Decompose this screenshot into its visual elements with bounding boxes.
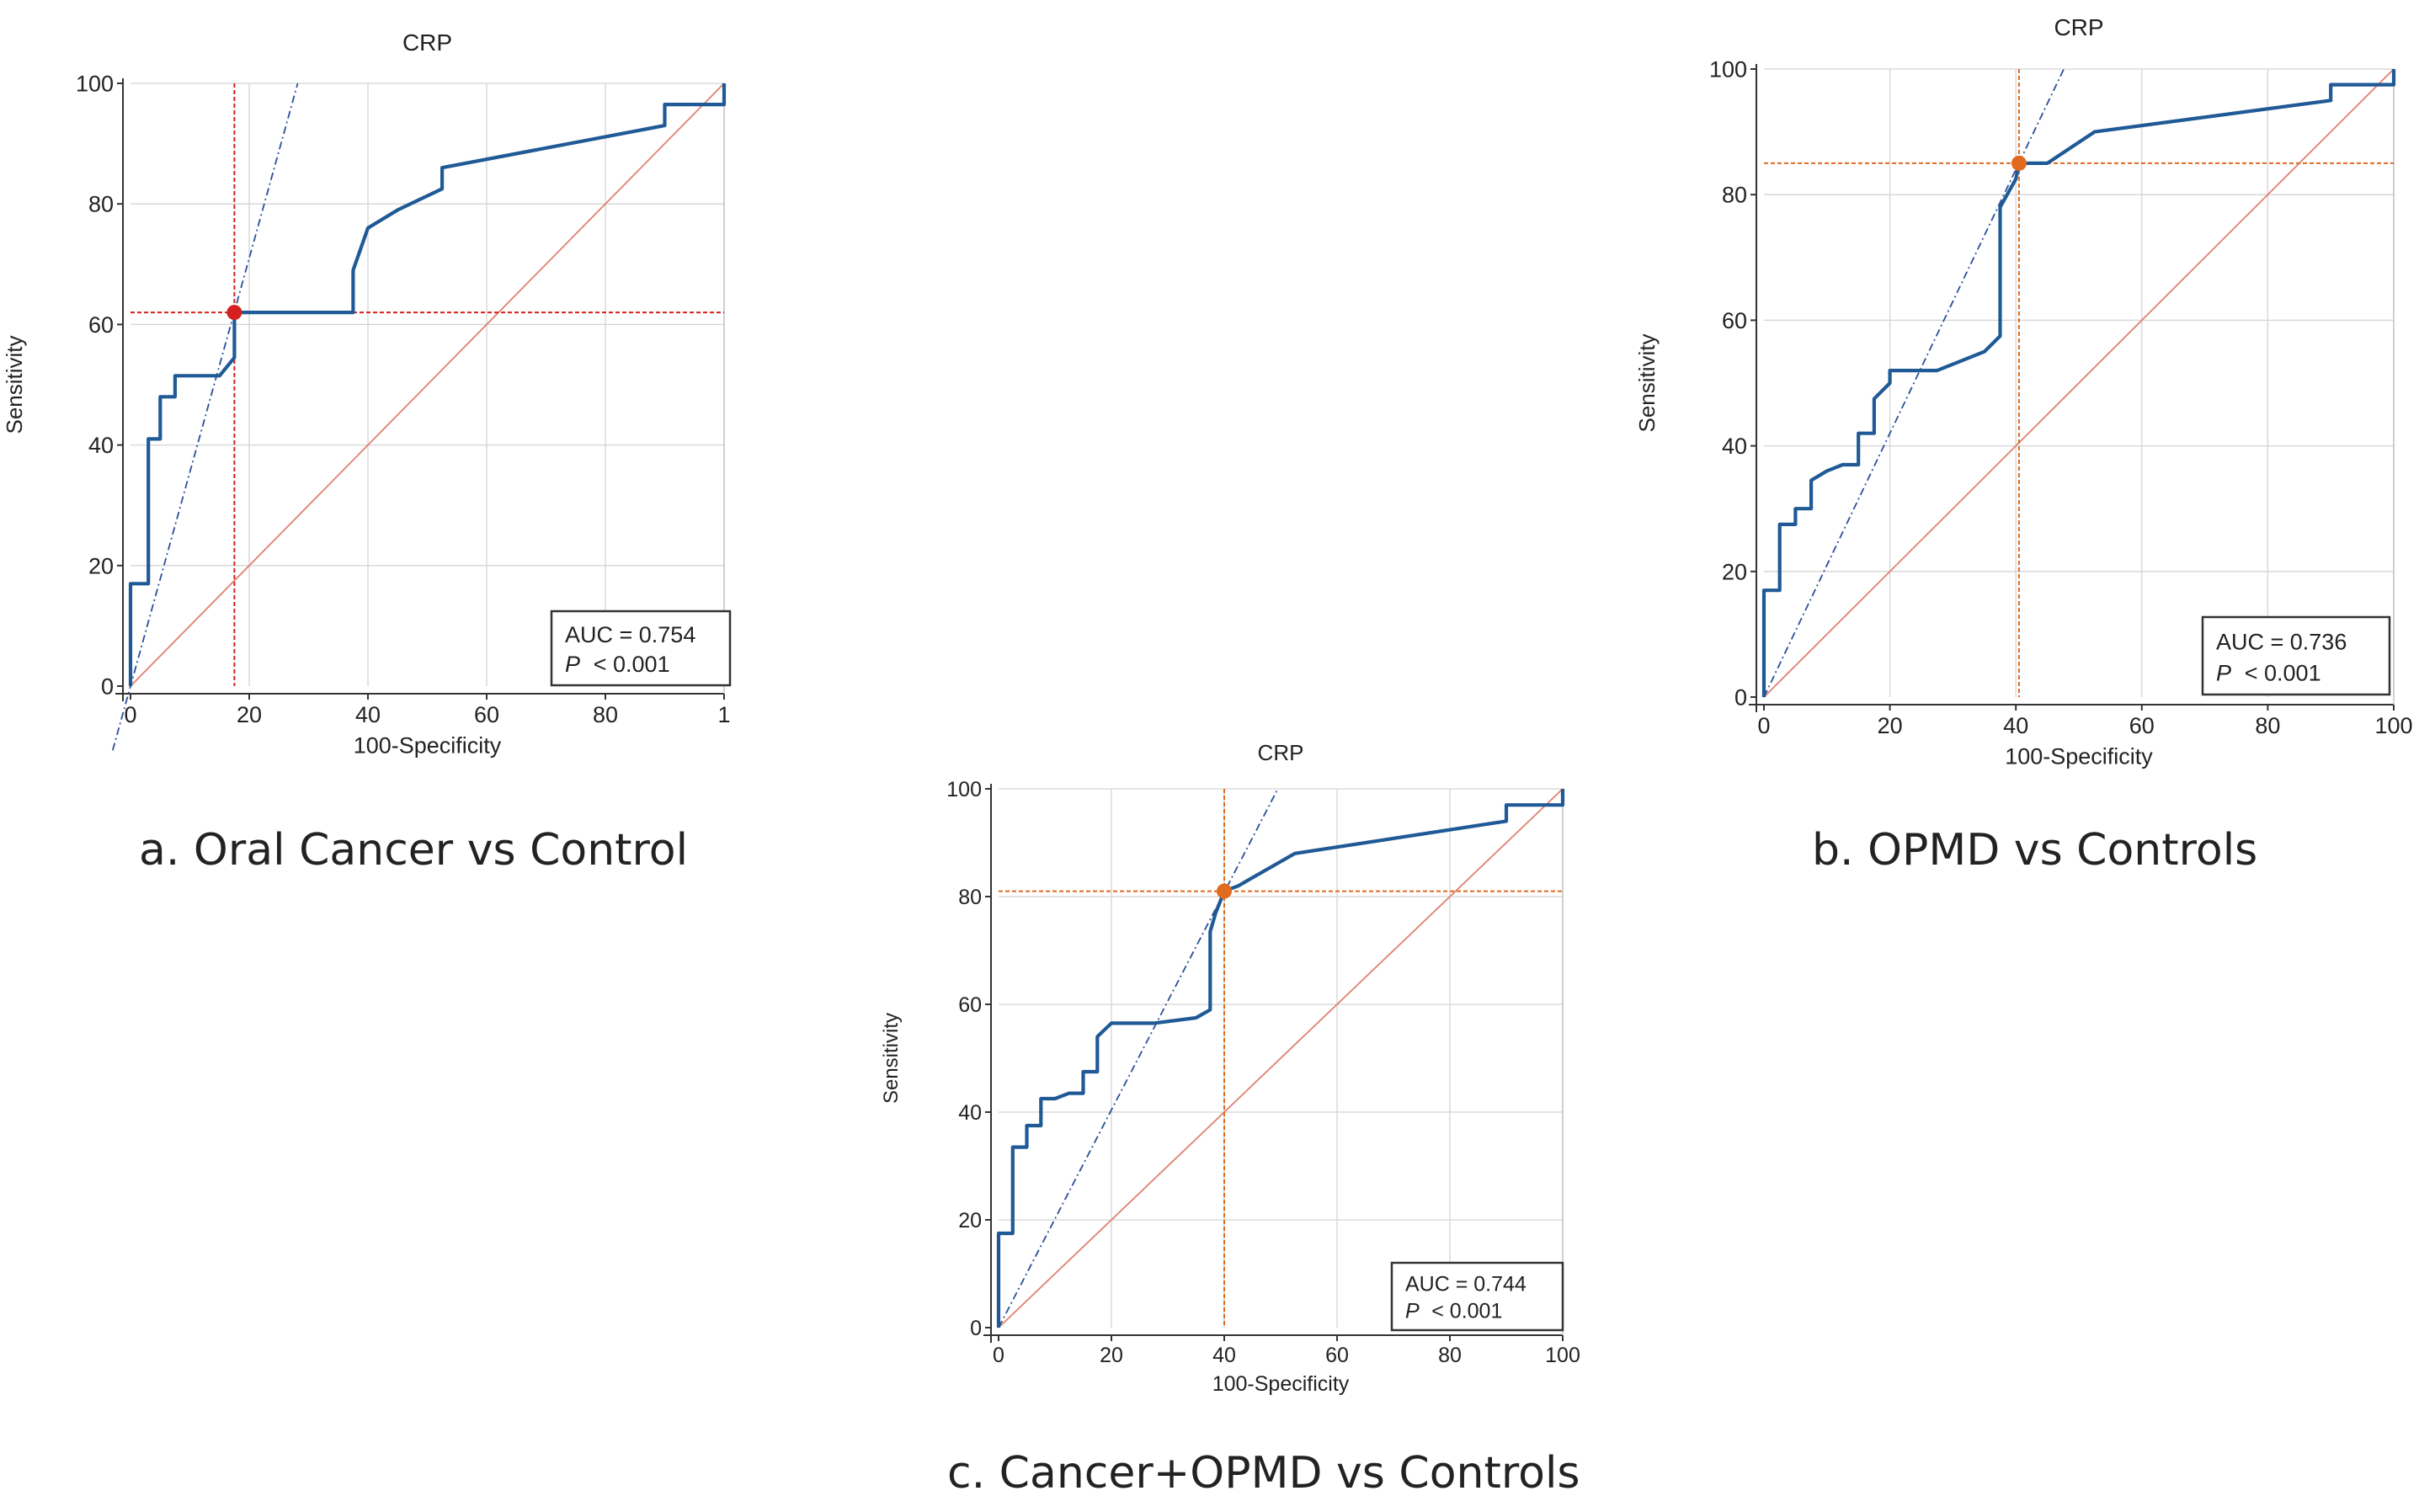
caption-cancer-opmd: c. Cancer+OPMD vs Controls <box>947 1448 1580 1499</box>
x-tick-label: 0 <box>993 1344 1004 1367</box>
y-tick-label: 60 <box>1722 308 1747 333</box>
y-tick-label: 40 <box>88 433 114 458</box>
chart-title: CRP <box>1258 740 1304 765</box>
cutoff-point <box>2011 155 2027 171</box>
x-tick-label: 40 <box>1212 1344 1236 1367</box>
reference-diagonal-line <box>1763 68 2395 698</box>
y-tick-label: 100 <box>946 778 982 801</box>
auc-box <box>550 610 732 687</box>
auc-label: AUC = 0.736 <box>2216 630 2347 655</box>
x-tick-label: 40 <box>2003 713 2028 738</box>
p-value-symbol: P <box>2216 660 2231 685</box>
caption-opmd: b. OPMD vs Controls <box>1812 825 2258 876</box>
x-tick-label: 100 <box>1545 1344 1580 1367</box>
y-tick-label: 20 <box>1722 559 1747 584</box>
roc-curve-line <box>128 83 727 686</box>
x-tick-label: 80 <box>1438 1344 1462 1367</box>
y-tick-label: 100 <box>76 71 114 96</box>
reference-diagonal-line <box>130 83 725 687</box>
reference-diagonal-line <box>998 788 1564 1328</box>
roc-chart-cancer-opmd: 0 20 40 60 80 100 0 20 40 60 80 100 CRP 100-Specifici… <box>880 740 1580 1396</box>
y-tick-label: 0 <box>1734 684 1747 710</box>
auc-box <box>2201 615 2391 696</box>
y-tick-label: 0 <box>101 673 114 699</box>
x-tick-label: 0 <box>1757 713 1770 738</box>
auc-label: AUC = 0.754 <box>565 622 695 647</box>
roc-curve-line <box>996 789 1565 1328</box>
auc-box <box>1390 1261 1564 1332</box>
roc-chart-opmd: 0 20 40 60 80 100 0 20 40 60 80 100 CRP 100-Specifici… <box>1634 14 2413 769</box>
y-tick-label: 80 <box>88 192 114 217</box>
caption-oral-cancer: a. Oral Cancer vs Control <box>139 825 689 876</box>
auc-label: AUC = 0.744 <box>1405 1273 1527 1296</box>
cutoff-point <box>1217 883 1232 899</box>
chart-title: CRP <box>402 29 452 56</box>
p-value-label: < 0.001 <box>594 652 670 677</box>
x-tick-label: 60 <box>1325 1344 1349 1367</box>
x-tick-label: 80 <box>2255 713 2280 738</box>
x-tick-label: 100 <box>2374 713 2412 738</box>
y-tick-label: 80 <box>958 886 982 909</box>
y-tick-label: 20 <box>88 553 114 578</box>
x-tick-label: 20 <box>237 702 262 727</box>
x-tick-label: 60 <box>2129 713 2155 738</box>
y-tick-label: 20 <box>958 1209 982 1232</box>
y-tick-label: 40 <box>958 1101 982 1125</box>
roc-chart-oral-cancer: 0 20 40 60 80 1 0 20 40 60 80 100 CRP 100-Specificity… <box>2 29 732 758</box>
y-tick-label: 60 <box>958 993 982 1017</box>
cutoff-point <box>226 305 242 321</box>
y-tick-label: 100 <box>1709 56 1747 82</box>
y-tick-label: 40 <box>1722 434 1747 459</box>
tangent-line <box>111 83 299 751</box>
x-axis-label: 100-Specificity <box>2005 743 2153 769</box>
y-tick-label: 60 <box>88 312 114 338</box>
y-tick-label: 0 <box>970 1317 982 1340</box>
x-tick-label: 1 <box>717 702 730 727</box>
p-value-symbol: P <box>565 652 580 677</box>
x-axis-label: 100-Specificity <box>1212 1372 1350 1396</box>
chart-title: CRP <box>2054 14 2103 40</box>
x-tick-label: 40 <box>355 702 381 727</box>
x-tick-label: 60 <box>474 702 499 727</box>
y-axis-label: Sensitivity <box>1634 333 1660 432</box>
y-axis-label: Sensitivity <box>2 335 27 434</box>
x-tick-label: 20 <box>1878 713 1903 738</box>
x-tick-label: 20 <box>1100 1344 1123 1367</box>
roc-curve-line <box>1761 69 2396 697</box>
x-tick-label: 0 <box>124 702 136 727</box>
y-tick-label: 80 <box>1722 183 1747 208</box>
p-value-label: < 0.001 <box>1431 1300 1502 1323</box>
p-value-label: < 0.001 <box>2245 660 2321 685</box>
x-tick-label: 80 <box>593 702 618 727</box>
tangent-line <box>1763 68 2065 698</box>
x-axis-label: 100-Specificity <box>354 732 502 758</box>
y-axis-label: Sensitivity <box>880 1013 903 1104</box>
tangent-line <box>998 788 1279 1328</box>
p-value-symbol: P <box>1405 1300 1420 1323</box>
